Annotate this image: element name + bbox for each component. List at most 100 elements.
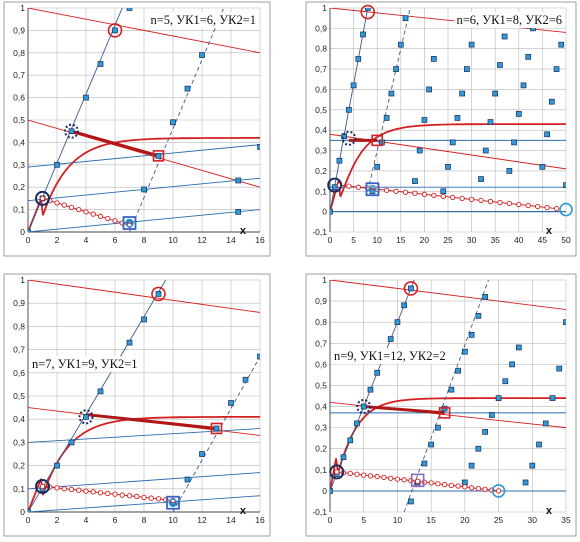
y-tick-label: 0,6 — [13, 93, 25, 103]
x-tick-label: 15 — [396, 235, 406, 245]
blue-square-marker — [478, 176, 484, 182]
highlight-circle-blue — [491, 484, 506, 498]
y-tick-label: 0,2 — [13, 461, 25, 471]
red-saturation-curve — [330, 397, 566, 492]
blue-square-marker — [54, 462, 60, 469]
y-tick-label: 0,5 — [315, 105, 327, 115]
x-tick-label: 30 — [528, 515, 538, 525]
blue-square-marker — [462, 348, 468, 355]
blue-square-marker — [468, 331, 475, 338]
red-circle-marker — [126, 493, 133, 499]
blue-square-marker — [126, 8, 133, 11]
blue-square-marker — [416, 147, 423, 154]
blue-square-marker — [475, 445, 482, 452]
y-tick-label: 0,7 — [13, 345, 25, 355]
blue-square-marker — [462, 479, 468, 486]
y-tick-label: 0,9 — [13, 25, 25, 35]
blue-square-marker — [354, 420, 360, 427]
blue-square-marker — [536, 441, 542, 448]
blue-square-marker — [455, 367, 461, 374]
blue-square-marker — [539, 163, 546, 170]
red-circle-marker — [468, 196, 475, 203]
panel-frame — [3, 273, 271, 537]
blue-square-marker — [549, 395, 556, 401]
blue-square-marker — [558, 41, 565, 48]
red-circle-marker — [83, 488, 89, 494]
blue-square-marker — [235, 177, 242, 184]
y-tick-label: 0,3 — [315, 146, 327, 156]
red-circle-marker — [54, 200, 60, 206]
y-tick-label: 0,3 — [13, 437, 25, 447]
panel-title-bg — [30, 356, 140, 373]
blue-square-marker — [364, 8, 371, 11]
x-axis-label: x — [240, 225, 247, 237]
panel-frame — [305, 1, 577, 257]
blue-square-marker — [68, 128, 75, 135]
x-tick-label: 35 — [490, 235, 500, 245]
blue-square-marker — [54, 161, 60, 168]
blue-square-marker — [346, 106, 352, 113]
red-circle-marker — [440, 193, 446, 200]
highlight-circle-blue — [559, 202, 573, 217]
highlight-circle-dark — [35, 190, 50, 206]
y-tick-label: 0,9 — [315, 296, 327, 306]
x-tick-label: 10 — [372, 235, 382, 245]
x-tick-label: 4 — [84, 235, 89, 245]
x-tick-label: 0 — [328, 235, 333, 245]
red-saturation-curve — [28, 137, 260, 232]
ray — [28, 8, 123, 232]
highlight-circle-dashed — [64, 123, 79, 139]
chart-panel-1: 00,10,20,30,40,50,60,70,80,910 2 4 6 8 10 12 14… — [3, 1, 271, 257]
blue-square-marker — [464, 66, 470, 72]
x-tick-label: 15 — [426, 515, 436, 525]
red-circle-marker — [388, 475, 394, 481]
blue-square-marker — [83, 414, 89, 420]
blue-square-marker — [563, 182, 566, 189]
blue-square-marker — [330, 488, 333, 494]
panel-title: n=6, УК1=8, УК2=6 — [456, 13, 562, 27]
red-circle-marker — [553, 205, 560, 212]
red-circle-marker — [90, 211, 96, 217]
blue-square-marker — [235, 208, 242, 215]
blue-line — [28, 495, 260, 512]
y-tick-label: 0,5 — [13, 115, 25, 125]
red-circle-marker — [431, 192, 437, 198]
blue-square-marker — [257, 144, 260, 150]
x-tick-label: 14 — [226, 235, 236, 245]
blue-square-marker — [374, 369, 381, 376]
blue-square-marker — [360, 31, 366, 38]
red-circle-marker — [412, 190, 418, 196]
red-circle-marker — [68, 204, 75, 211]
red-circle-marker — [495, 488, 502, 494]
red-circle-marker — [374, 473, 380, 480]
blue-square-marker — [529, 462, 536, 469]
y-tick-label: 0,4 — [315, 125, 327, 135]
blue-square-marker — [383, 115, 390, 121]
red-circle-marker — [435, 481, 441, 487]
y-tick-label: 0,9 — [13, 298, 25, 308]
blue-line — [28, 472, 260, 490]
y-tick-label: 1 — [322, 275, 327, 285]
x-tick-label: 12 — [197, 515, 207, 525]
highlight-square-blue-inner — [125, 218, 134, 228]
x-tick-label: 0 — [328, 515, 333, 525]
red-circle-marker — [134, 493, 140, 500]
x-tick-label: 14 — [226, 515, 236, 525]
blue-square-marker — [213, 425, 220, 432]
x-tick-label: 30 — [467, 235, 477, 245]
ray-dashed — [403, 280, 489, 512]
y-tick-label: 0,5 — [13, 391, 25, 401]
x-tick-label: 16 — [255, 235, 265, 245]
red-circle-marker — [459, 195, 465, 202]
blue-square-marker — [445, 163, 451, 170]
red-circle-marker — [148, 495, 154, 501]
red-circle-marker — [394, 476, 401, 482]
blue-square-marker — [487, 119, 494, 125]
red-circle-marker — [516, 201, 522, 208]
x-tick-label: 2 — [55, 235, 60, 245]
highlight-circle-dashed — [356, 399, 372, 415]
blue-square-marker — [482, 147, 489, 154]
y-tick-label: 0,8 — [13, 48, 25, 58]
blue-square-marker — [482, 294, 488, 300]
red-circle-marker — [39, 483, 46, 490]
